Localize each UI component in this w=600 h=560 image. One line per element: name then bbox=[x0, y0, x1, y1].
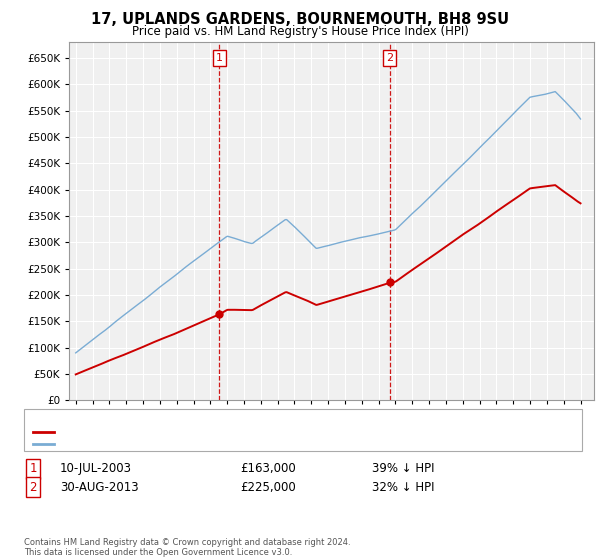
Text: 39% ↓ HPI: 39% ↓ HPI bbox=[372, 462, 434, 475]
Text: 17, UPLANDS GARDENS, BOURNEMOUTH, BH8 9SU (detached house): 17, UPLANDS GARDENS, BOURNEMOUTH, BH8 9S… bbox=[57, 427, 417, 437]
Text: 17, UPLANDS GARDENS, BOURNEMOUTH, BH8 9SU: 17, UPLANDS GARDENS, BOURNEMOUTH, BH8 9S… bbox=[91, 12, 509, 27]
Text: 2: 2 bbox=[386, 53, 393, 63]
Text: £163,000: £163,000 bbox=[240, 462, 296, 475]
Text: 1: 1 bbox=[29, 462, 37, 475]
Text: HPI: Average price, detached house, Bournemouth Christchurch and Poole: HPI: Average price, detached house, Bour… bbox=[57, 439, 445, 449]
Text: 32% ↓ HPI: 32% ↓ HPI bbox=[372, 480, 434, 494]
Text: 10-JUL-2003: 10-JUL-2003 bbox=[60, 462, 132, 475]
Text: £225,000: £225,000 bbox=[240, 480, 296, 494]
Text: Price paid vs. HM Land Registry's House Price Index (HPI): Price paid vs. HM Land Registry's House … bbox=[131, 25, 469, 38]
Text: 2: 2 bbox=[29, 480, 37, 494]
Text: Contains HM Land Registry data © Crown copyright and database right 2024.
This d: Contains HM Land Registry data © Crown c… bbox=[24, 538, 350, 557]
Text: 30-AUG-2013: 30-AUG-2013 bbox=[60, 480, 139, 494]
Text: 1: 1 bbox=[216, 53, 223, 63]
